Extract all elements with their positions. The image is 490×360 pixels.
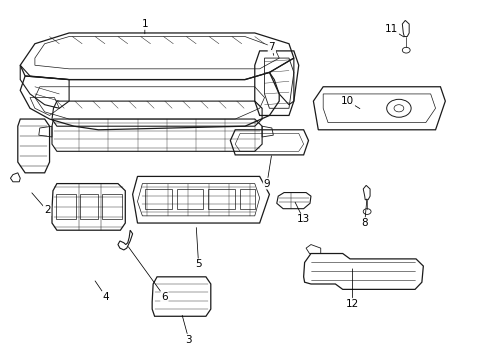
Text: 9: 9 [264, 179, 270, 189]
Text: 13: 13 [297, 215, 310, 224]
Text: 4: 4 [102, 292, 109, 302]
Text: 8: 8 [362, 218, 368, 228]
Text: 10: 10 [341, 96, 354, 106]
Text: 1: 1 [142, 19, 148, 29]
Text: 2: 2 [44, 206, 50, 216]
Text: 5: 5 [196, 259, 202, 269]
Text: 12: 12 [346, 299, 359, 309]
Text: 6: 6 [161, 292, 168, 302]
Text: 3: 3 [186, 334, 192, 345]
Text: 11: 11 [385, 24, 398, 35]
Text: 7: 7 [269, 42, 275, 52]
